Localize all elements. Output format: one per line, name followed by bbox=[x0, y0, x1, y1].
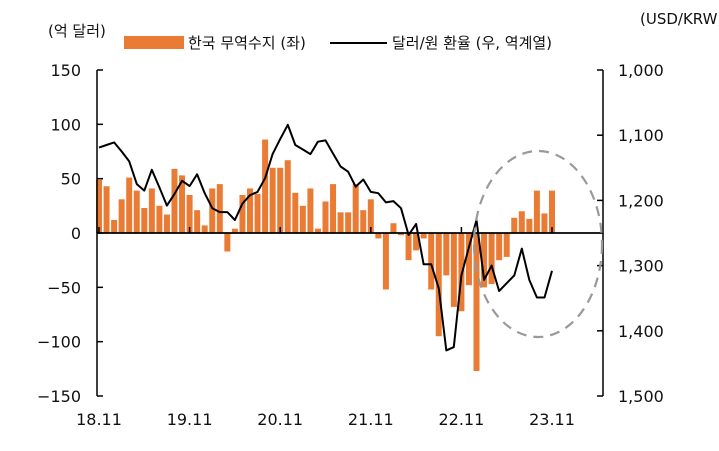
legend-label-fx-rate: 달러/원 환율 (우, 역계열) bbox=[392, 34, 552, 52]
legend-swatch-trade-balance bbox=[124, 36, 184, 49]
trade-balance-bar bbox=[511, 217, 518, 233]
trade-balance-bar bbox=[156, 205, 163, 233]
x-tick-label: 19.11 bbox=[167, 410, 213, 429]
highlight-ellipse bbox=[472, 149, 604, 339]
right-tick-label: 1,400 bbox=[618, 322, 664, 341]
x-tick-label: 18.11 bbox=[76, 410, 122, 429]
x-tick-label: 22.11 bbox=[438, 410, 484, 429]
legend: 한국 무역수지 (좌) 달러/원 환율 (우, 역계열) bbox=[124, 34, 552, 52]
trade-balance-bar bbox=[254, 193, 261, 233]
trade-balance-bar bbox=[481, 233, 488, 288]
trade-balance-bar bbox=[428, 233, 435, 290]
left-tick-label: −50 bbox=[47, 278, 81, 297]
trade-balance-bar bbox=[126, 177, 133, 233]
trade-balance-bar bbox=[262, 139, 269, 233]
right-tick-label: 1,200 bbox=[618, 191, 664, 210]
trade-balance-bar bbox=[216, 184, 223, 233]
trade-balance-bar bbox=[322, 201, 329, 233]
trade-balance-bar bbox=[224, 233, 231, 252]
trade-balance-bar bbox=[330, 184, 337, 233]
x-tick-label: 23.11 bbox=[529, 410, 575, 429]
x-tick-label: 20.11 bbox=[257, 410, 303, 429]
trade-balance-bar bbox=[345, 212, 352, 233]
right-tick-label: 1,300 bbox=[618, 257, 664, 276]
trade-balance-bar bbox=[465, 233, 472, 286]
trade-balance-bar bbox=[473, 233, 480, 372]
trade-balance-bar bbox=[503, 233, 510, 257]
trade-balance-bar bbox=[133, 190, 140, 233]
trade-balance-bar bbox=[488, 233, 495, 285]
right-tick-label: 1,100 bbox=[618, 126, 664, 145]
trade-balance-bar bbox=[518, 211, 525, 233]
trade-balance-bar bbox=[382, 233, 389, 290]
left-tick-label: 100 bbox=[50, 115, 81, 134]
trade-balance-bar bbox=[194, 210, 201, 233]
left-tick-label: −100 bbox=[37, 333, 81, 352]
trade-balance-bar bbox=[443, 233, 450, 276]
bar-series bbox=[96, 139, 555, 372]
trade-balance-bar bbox=[179, 175, 186, 233]
trade-balance-bar bbox=[292, 192, 299, 233]
trade-balance-bar bbox=[163, 214, 170, 233]
left-tick-label: −150 bbox=[37, 387, 81, 406]
trade-balance-bar bbox=[171, 168, 178, 233]
trade-balance-bar bbox=[314, 228, 321, 233]
trade-balance-bar bbox=[307, 188, 314, 233]
trade-balance-bar bbox=[247, 188, 253, 233]
trade-balance-bar bbox=[103, 186, 110, 233]
trade-balance-bar bbox=[526, 218, 533, 233]
right-tick-label: 1,000 bbox=[618, 61, 664, 80]
trade-balance-bar bbox=[118, 199, 125, 233]
left-tick-label: 50 bbox=[61, 170, 81, 189]
axes: 150 100 50 0 −50 −100 −150 1,000 1,100 1,200 1,300… bbox=[37, 61, 664, 429]
trade-balance-bar bbox=[375, 233, 382, 239]
right-unit-label: (USD/KRW) bbox=[640, 10, 719, 28]
trade-balance-bar bbox=[450, 233, 457, 307]
trade-balance-bar bbox=[533, 190, 540, 233]
trade-balance-bar bbox=[269, 167, 276, 233]
left-unit-label: (억 달러) bbox=[48, 22, 106, 40]
trade-balance-bar bbox=[420, 233, 427, 239]
trade-balance-bar bbox=[360, 210, 367, 233]
trade-balance-bar bbox=[96, 179, 102, 233]
trade-balance-bar bbox=[549, 190, 555, 233]
trade-balance-bar bbox=[239, 194, 246, 233]
trade-balance-bar bbox=[541, 213, 548, 233]
trade-balance-bar bbox=[337, 212, 344, 233]
trade-balance-bar bbox=[284, 160, 291, 233]
trade-balance-bar bbox=[148, 188, 155, 233]
trade-balance-bar bbox=[111, 219, 118, 233]
trade-balance-bar bbox=[231, 228, 238, 233]
trade-balance-bar bbox=[405, 233, 412, 261]
x-tick-label: 21.11 bbox=[348, 410, 394, 429]
trade-balance-bar bbox=[352, 184, 359, 233]
trade-balance-bar bbox=[398, 233, 404, 236]
trade-balance-bar bbox=[141, 208, 148, 233]
trade-balance-bar bbox=[299, 205, 306, 233]
trade-balance-bar bbox=[201, 225, 208, 233]
trade-balance-bar bbox=[435, 233, 442, 337]
trade-balance-bar bbox=[209, 188, 216, 233]
trade-balance-bar bbox=[186, 194, 193, 233]
legend-label-trade-balance: 한국 무역수지 (좌) bbox=[188, 34, 306, 52]
trade-balance-bar bbox=[277, 167, 284, 233]
left-tick-label: 150 bbox=[50, 61, 81, 80]
trade-balance-bar bbox=[390, 223, 397, 233]
right-tick-label: 1,500 bbox=[618, 387, 664, 406]
trade-balance-bar bbox=[496, 233, 503, 261]
trade-balance-bar bbox=[367, 199, 374, 233]
left-tick-label: 0 bbox=[71, 224, 81, 243]
trade-balance-bar bbox=[413, 233, 420, 251]
